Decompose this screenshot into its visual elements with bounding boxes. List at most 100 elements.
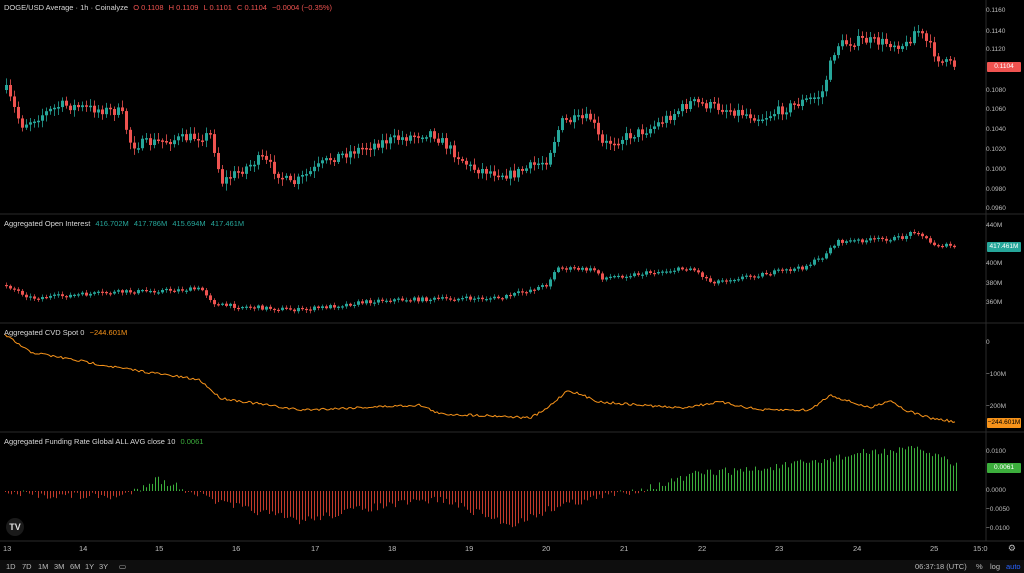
price-candle bbox=[513, 170, 516, 178]
timeframe-3m[interactable]: 3M bbox=[54, 562, 65, 571]
oi-candle bbox=[889, 240, 892, 242]
price-candle bbox=[137, 148, 140, 150]
oi-candle bbox=[285, 307, 288, 309]
funding-bar bbox=[581, 491, 582, 505]
funding-bar bbox=[164, 480, 165, 491]
timeframe-1d[interactable]: 1D bbox=[6, 562, 16, 571]
date-range-calendar-icon[interactable]: ▭ bbox=[119, 562, 127, 571]
price-candle bbox=[361, 147, 364, 150]
funding-bar bbox=[842, 459, 843, 491]
funding-bar bbox=[785, 462, 786, 491]
price-candle bbox=[453, 145, 456, 158]
oi-candle bbox=[309, 309, 312, 311]
funding-bar bbox=[128, 491, 129, 492]
timeframe-1m[interactable]: 1M bbox=[38, 562, 49, 571]
oi-candle bbox=[837, 239, 840, 246]
auto-toggle[interactable]: auto bbox=[1006, 562, 1021, 571]
cvd-series-line bbox=[4, 334, 956, 423]
funding-bar bbox=[278, 491, 279, 514]
price-candle bbox=[97, 109, 100, 113]
funding-bar bbox=[317, 491, 318, 517]
price-candle bbox=[461, 159, 464, 161]
percent-toggle[interactable]: % bbox=[976, 562, 983, 571]
funding-bar bbox=[242, 491, 243, 507]
x-axis-label: 13 bbox=[3, 544, 12, 553]
oi-candle bbox=[921, 233, 924, 237]
funding-bar bbox=[377, 491, 378, 511]
price-tick: 0.1140 bbox=[986, 28, 1006, 35]
funding-bar bbox=[881, 453, 882, 491]
oi-legend-title: Aggregated Open Interest bbox=[4, 219, 91, 228]
funding-bar bbox=[953, 465, 954, 491]
utc-clock[interactable]: 06:37:18 (UTC) bbox=[915, 562, 967, 571]
price-legend-title: DOGE/USD Average · 1h · Coinalyze bbox=[4, 3, 129, 12]
price-candle bbox=[49, 108, 52, 112]
price-candle bbox=[421, 137, 424, 140]
price-candle bbox=[197, 139, 200, 141]
price-candle bbox=[629, 133, 632, 139]
funding-tick: 0.0100 bbox=[986, 448, 1006, 455]
oi-candle bbox=[293, 309, 296, 312]
funding-bar bbox=[944, 456, 945, 491]
funding-bar bbox=[479, 491, 480, 510]
funding-bar bbox=[602, 491, 603, 499]
price-candle bbox=[65, 100, 68, 106]
oi-candle bbox=[541, 285, 544, 287]
funding-bar bbox=[440, 491, 441, 497]
settings-gear-icon[interactable]: ⚙ bbox=[1007, 543, 1016, 553]
oi-candle bbox=[713, 281, 716, 284]
funding-bar bbox=[884, 448, 885, 491]
price-candle bbox=[381, 140, 384, 148]
funding-bar bbox=[683, 480, 684, 491]
timeframe-7d[interactable]: 7D bbox=[22, 562, 32, 571]
oi-candle bbox=[841, 239, 844, 243]
oi-candle bbox=[897, 236, 900, 238]
oi-candle bbox=[761, 272, 764, 277]
funding-bar bbox=[122, 491, 123, 495]
oi-candle bbox=[25, 294, 28, 298]
funding-bar bbox=[26, 491, 27, 493]
price-candle bbox=[689, 101, 692, 109]
price-candle bbox=[249, 164, 252, 167]
log-toggle[interactable]: log bbox=[990, 562, 1001, 571]
price-candle bbox=[725, 110, 728, 112]
price-candle bbox=[889, 43, 892, 48]
funding-bar bbox=[515, 491, 516, 527]
oi-candle bbox=[257, 305, 260, 309]
oi-value-2: 417.786M bbox=[133, 219, 168, 228]
timeframe-1y[interactable]: 1Y bbox=[85, 562, 95, 571]
funding-bar bbox=[800, 459, 801, 491]
oi-candle bbox=[377, 299, 380, 303]
price-candle bbox=[397, 135, 400, 140]
oi-candle bbox=[301, 307, 304, 310]
price-candle bbox=[553, 141, 556, 153]
x-axis-label: 20 bbox=[542, 544, 551, 553]
funding-bar bbox=[917, 446, 918, 491]
price-close: C 0.1104 bbox=[237, 3, 267, 12]
price-candle bbox=[457, 157, 460, 160]
oi-candle bbox=[909, 232, 912, 236]
funding-value: 0.0061 bbox=[180, 437, 204, 446]
funding-bar bbox=[638, 491, 639, 494]
price-candle bbox=[485, 168, 488, 174]
funding-bar bbox=[431, 491, 432, 499]
oi-candle bbox=[785, 269, 788, 271]
funding-bar bbox=[50, 491, 51, 499]
funding-bar bbox=[686, 476, 687, 491]
timeframe-3y[interactable]: 3Y bbox=[99, 562, 109, 571]
funding-bar bbox=[794, 461, 795, 491]
funding-bar bbox=[29, 491, 30, 494]
funding-bar bbox=[266, 491, 267, 510]
price-candle bbox=[881, 38, 884, 45]
funding-bar bbox=[647, 489, 648, 491]
price-candle bbox=[257, 155, 260, 165]
price-candle bbox=[621, 139, 624, 144]
tradingview-logo[interactable]: TV bbox=[6, 518, 24, 536]
funding-bar bbox=[215, 491, 216, 504]
funding-bar bbox=[956, 462, 957, 491]
timeframe-6m[interactable]: 6M bbox=[70, 562, 81, 571]
price-candle bbox=[265, 155, 268, 160]
oi-candle bbox=[709, 278, 712, 282]
funding-bar bbox=[548, 491, 549, 507]
